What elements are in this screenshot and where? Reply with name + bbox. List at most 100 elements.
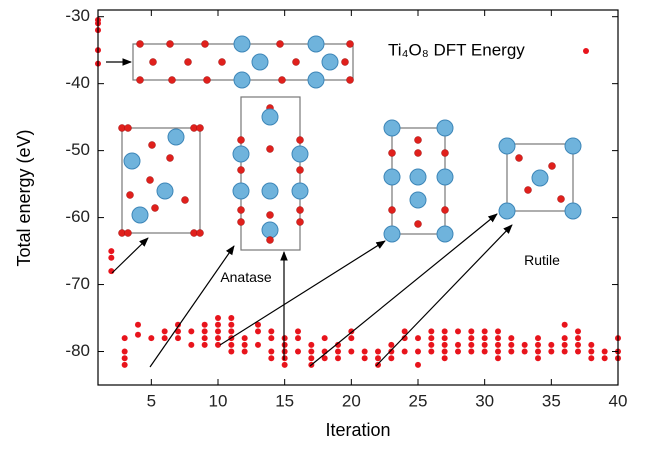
data-point [215, 341, 221, 348]
data-point [308, 355, 315, 362]
annotation: Rutile [524, 252, 560, 268]
data-point [415, 335, 421, 342]
x-tick-label: 40 [609, 391, 628, 410]
data-point [281, 355, 288, 362]
data-point [215, 335, 221, 342]
data-point [335, 348, 341, 355]
data-point [388, 348, 395, 355]
data-point [548, 341, 555, 348]
data-point [121, 361, 128, 368]
data-point [561, 348, 568, 355]
data-point [215, 321, 221, 328]
data-point [415, 348, 421, 355]
data-point [228, 321, 235, 328]
data-point [201, 328, 208, 335]
data-point [228, 341, 235, 348]
legend-marker [583, 48, 589, 54]
data-point [175, 321, 181, 328]
data-point [561, 341, 568, 348]
data-point [495, 328, 501, 335]
data-point [388, 341, 395, 348]
data-point [575, 328, 581, 335]
data-point [401, 335, 408, 342]
data-point [468, 335, 475, 342]
data-point [428, 335, 435, 342]
legend-label: Ti₄O₈ DFT Energy [388, 40, 525, 59]
data-point [401, 348, 408, 355]
data-point [135, 331, 141, 338]
y-axis-label: Total energy (eV) [14, 129, 34, 266]
data-point [508, 335, 515, 342]
structure-insets [118, 35, 582, 251]
data-point [228, 315, 235, 322]
data-point [441, 355, 448, 362]
data-point [575, 348, 581, 355]
data-point [268, 348, 275, 355]
y-tick-label: -30 [65, 6, 90, 25]
data-point [201, 321, 208, 328]
data-point [121, 355, 128, 362]
y-tick-label: -50 [65, 140, 90, 159]
data-point [201, 335, 208, 342]
data-point [601, 355, 608, 362]
data-point [415, 361, 421, 368]
data-point [281, 335, 288, 342]
data-point [268, 355, 275, 362]
data-point [295, 335, 301, 342]
data-point [428, 328, 435, 335]
data-point [535, 355, 541, 362]
x-tick-label: 15 [275, 391, 294, 410]
data-point [121, 348, 128, 355]
data-point [281, 341, 288, 348]
data-point [495, 335, 501, 342]
data-point [588, 355, 595, 362]
data-point [575, 335, 581, 342]
data-point [481, 328, 488, 335]
data-point [161, 328, 168, 335]
data-point [348, 348, 355, 355]
data-point [535, 348, 541, 355]
y-tick-label: -70 [65, 274, 90, 293]
data-point [441, 328, 448, 335]
data-point [601, 348, 608, 355]
data-point [268, 335, 275, 342]
data-point [175, 328, 181, 335]
data-point [455, 341, 461, 348]
data-point [308, 341, 315, 348]
x-axis-label: Iteration [325, 420, 390, 440]
data-point [575, 341, 581, 348]
plot-frame [97, 9, 619, 386]
data-point [561, 321, 568, 328]
data-point [188, 341, 195, 348]
data-point [308, 348, 315, 355]
data-point [468, 341, 475, 348]
data-point [455, 328, 461, 335]
data-point [161, 335, 168, 342]
data-point [428, 348, 435, 355]
data-point [241, 335, 248, 342]
data-point [241, 341, 248, 348]
data-point [428, 341, 435, 348]
data-point [375, 361, 381, 368]
data-point [335, 355, 341, 362]
data-point [121, 335, 128, 342]
data-point [508, 348, 515, 355]
data-point [201, 341, 208, 348]
x-tick-label: 35 [542, 391, 561, 410]
data-point [281, 348, 288, 355]
data-point [361, 348, 368, 355]
y-tick-label: -60 [65, 207, 90, 226]
data-point [215, 315, 221, 322]
data-point [375, 355, 381, 362]
data-point [535, 341, 541, 348]
data-point [255, 321, 261, 328]
data-point [135, 321, 141, 328]
data-point [441, 341, 448, 348]
x-tick-label: 25 [409, 391, 428, 410]
data-point [361, 355, 368, 362]
data-point [455, 348, 461, 355]
data-point [521, 348, 528, 355]
data-point [495, 341, 501, 348]
data-point [481, 341, 488, 348]
